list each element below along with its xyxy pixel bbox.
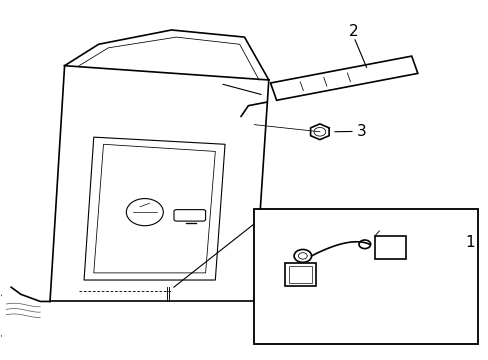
Text: 1: 1 [465,235,474,250]
Bar [374,236,406,260]
Text: 3: 3 [356,124,366,139]
Bar [288,266,312,283]
Text: 2: 2 [348,24,358,39]
Bar [254,208,477,344]
Bar [284,263,316,286]
